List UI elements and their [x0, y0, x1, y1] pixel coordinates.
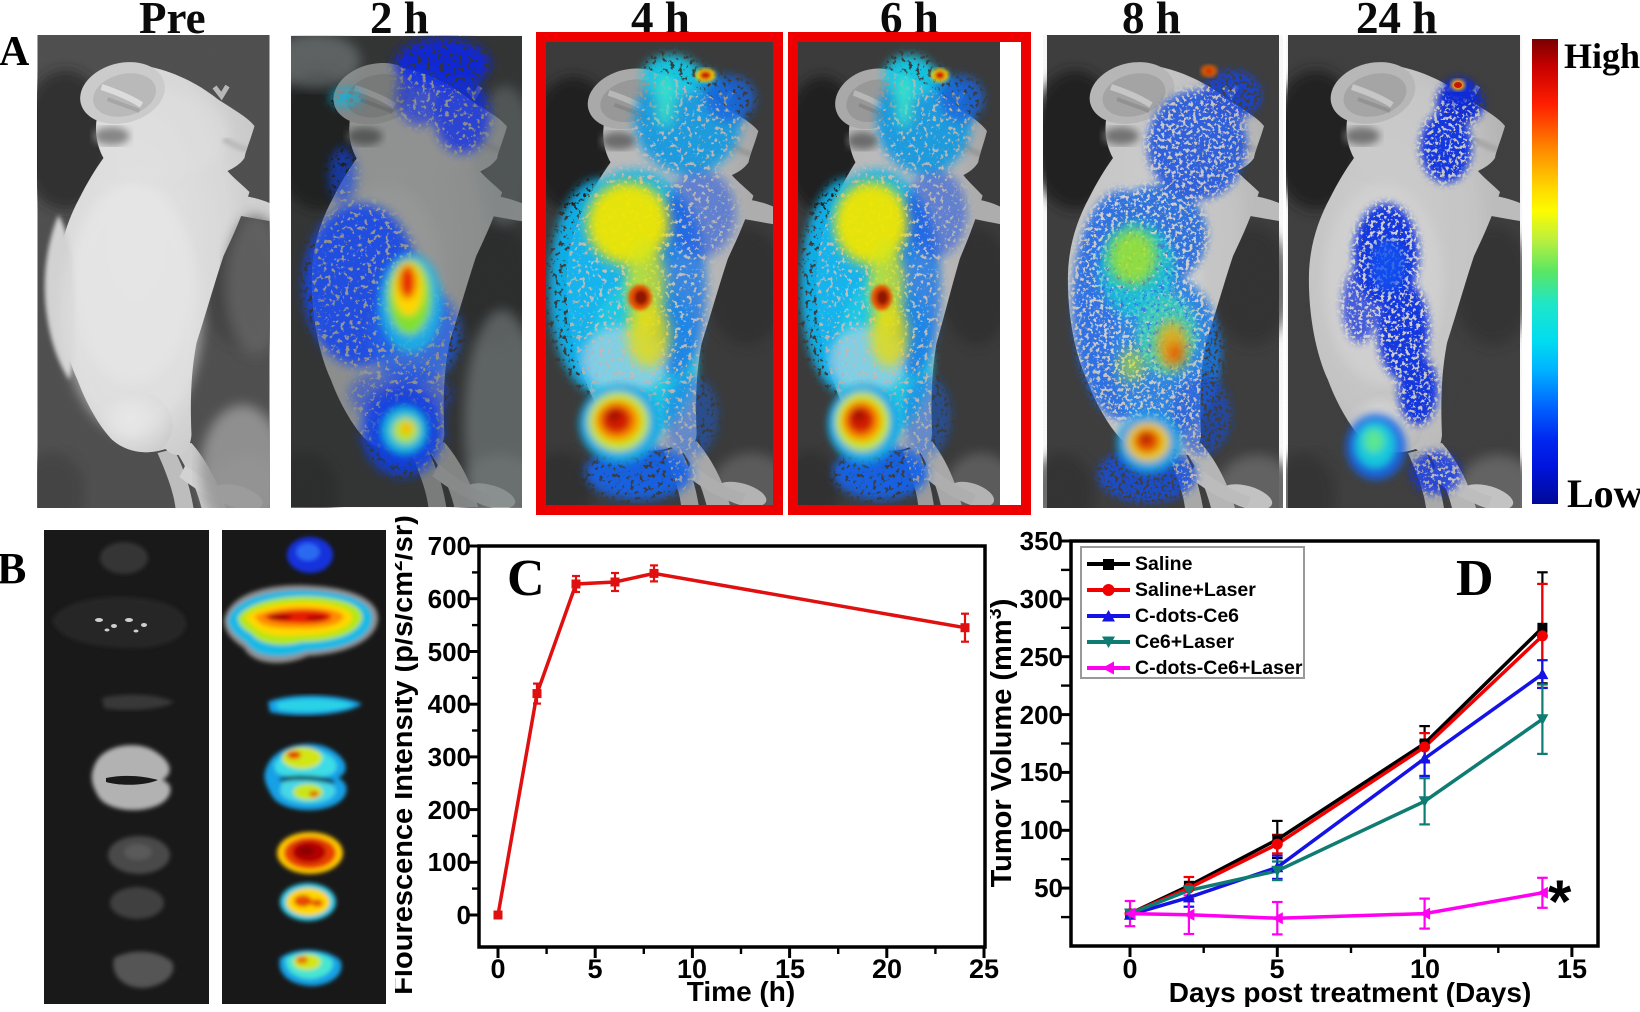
svg-text:*: *	[1548, 868, 1572, 935]
svg-text:C-dots-Ce6: C-dots-Ce6	[1135, 605, 1239, 627]
svg-text:5: 5	[1269, 954, 1284, 984]
svg-text:400: 400	[428, 689, 471, 719]
svg-text:200: 200	[428, 795, 471, 825]
svg-text:Tumor Volume (mm3): Tumor Volume (mm3)	[990, 599, 1018, 888]
svg-text:10: 10	[1410, 954, 1440, 984]
svg-text:100: 100	[428, 847, 471, 877]
svg-text:Days post treatment (Days): Days post treatment (Days)	[1169, 977, 1532, 1007]
svg-text:700: 700	[428, 531, 471, 561]
svg-text:600: 600	[428, 584, 471, 614]
svg-text:0: 0	[457, 900, 471, 930]
svg-text:C: C	[507, 550, 545, 607]
svg-text:25: 25	[969, 954, 999, 984]
svg-text:50: 50	[1034, 873, 1063, 903]
svg-text:Ce6+Laser: Ce6+Laser	[1135, 631, 1235, 653]
svg-text:500: 500	[428, 637, 471, 667]
svg-text:20: 20	[872, 954, 902, 984]
svg-text:Time (h): Time (h)	[687, 976, 795, 1007]
svg-text:15: 15	[1557, 954, 1587, 984]
svg-text:300: 300	[428, 742, 471, 772]
svg-text:350: 350	[1020, 526, 1063, 556]
svg-text:100: 100	[1020, 815, 1063, 845]
svg-text:250: 250	[1020, 642, 1063, 672]
svg-text:Flourescence Intensity (p/s/cm: Flourescence Intensity (p/s/cm2/sr)	[395, 515, 419, 995]
svg-text:300: 300	[1020, 584, 1063, 614]
svg-text:10: 10	[677, 954, 707, 984]
svg-text:Saline: Saline	[1135, 553, 1193, 575]
svg-text:Saline+Laser: Saline+Laser	[1135, 579, 1256, 601]
svg-text:200: 200	[1020, 700, 1063, 730]
svg-text:D: D	[1456, 550, 1494, 607]
svg-text:15: 15	[775, 954, 805, 984]
svg-text:0: 0	[1122, 954, 1137, 984]
svg-text:0: 0	[490, 954, 505, 984]
svg-text:5: 5	[587, 954, 602, 984]
svg-text:150: 150	[1020, 757, 1063, 787]
svg-text:C-dots-Ce6+Laser: C-dots-Ce6+Laser	[1135, 657, 1303, 679]
